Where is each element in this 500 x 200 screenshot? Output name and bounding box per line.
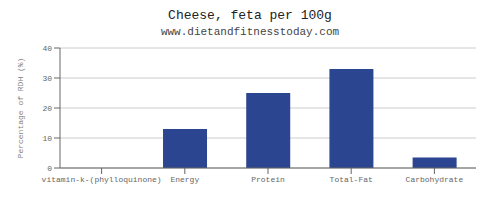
svg-text:Carbohydrate: Carbohydrate (406, 175, 464, 184)
svg-text:Energy: Energy (170, 175, 199, 184)
html-text:www.dietandfitnesstoday.com: www.dietandfitnesstoday.com (160, 26, 340, 38)
svg-text:10: 10 (42, 134, 52, 143)
svg-text:vitamin-k-(phylloquinone): vitamin-k-(phylloquinone) (42, 175, 162, 184)
svg-text:Percentage of RDH (%): Percentage of RDH (%) (16, 58, 25, 159)
svg-text:0: 0 (47, 164, 52, 173)
svg-text:Total-Fat: Total-Fat (330, 175, 373, 184)
svg-text:Protein: Protein (251, 175, 285, 184)
svg-text:40: 40 (42, 44, 52, 53)
html-text:Cheese, feta per 100g: Cheese, feta per 100g (168, 8, 332, 23)
svg-text:20: 20 (42, 104, 52, 113)
svg-text:30: 30 (42, 74, 52, 83)
